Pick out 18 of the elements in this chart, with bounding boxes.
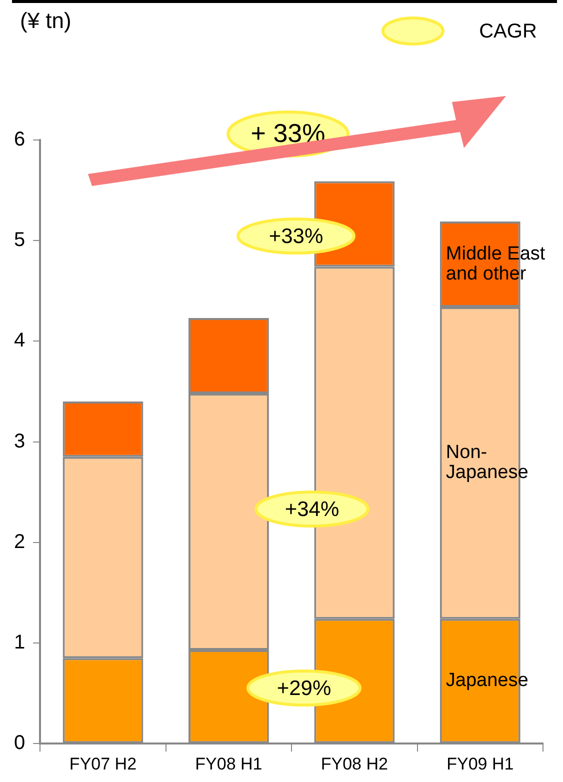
x-tick-label: FY08 H1 bbox=[195, 754, 262, 774]
y-tick-label: 2 bbox=[14, 530, 26, 553]
y-axis-title: (¥ tn) bbox=[20, 8, 72, 34]
y-tick-label: 4 bbox=[14, 330, 26, 352]
x-tick-label: FY07 H2 bbox=[69, 754, 137, 774]
annotation: +33% bbox=[268, 224, 324, 248]
y-tick-label: 0 bbox=[14, 732, 26, 754]
x-tick-label: FY08 H2 bbox=[320, 754, 388, 774]
series-label: Non-Japanese bbox=[446, 442, 528, 484]
text: CAGR bbox=[479, 20, 537, 43]
y-tick-label: 6 bbox=[14, 128, 26, 151]
x-tick-label: FY09 H1 bbox=[446, 754, 514, 774]
annotation: +34% bbox=[284, 498, 340, 521]
y-tick-label: 3 bbox=[14, 430, 26, 452]
y-tick-label: 5 bbox=[14, 229, 26, 252]
annotation: + 33% bbox=[250, 118, 326, 148]
y-tick-label: 1 bbox=[14, 632, 26, 654]
annotation: +29% bbox=[276, 676, 332, 700]
